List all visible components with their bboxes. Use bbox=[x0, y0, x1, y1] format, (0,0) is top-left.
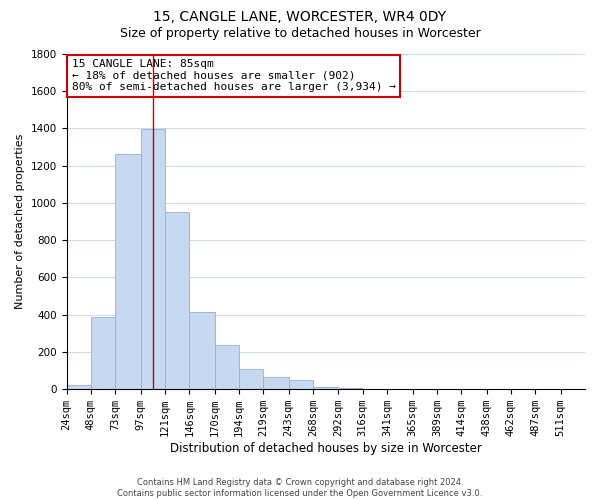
Bar bbox=[165, 212, 189, 389]
Bar bbox=[91, 316, 115, 389]
Bar bbox=[67, 384, 91, 389]
Y-axis label: Number of detached properties: Number of detached properties bbox=[15, 134, 25, 310]
Bar bbox=[215, 346, 239, 389]
Bar bbox=[140, 130, 165, 389]
Bar bbox=[263, 376, 289, 389]
Bar bbox=[313, 388, 338, 389]
X-axis label: Distribution of detached houses by size in Worcester: Distribution of detached houses by size … bbox=[170, 442, 482, 455]
Bar bbox=[239, 368, 263, 389]
Text: 15, CANGLE LANE, WORCESTER, WR4 0DY: 15, CANGLE LANE, WORCESTER, WR4 0DY bbox=[154, 10, 446, 24]
Bar bbox=[115, 154, 140, 389]
Bar bbox=[189, 312, 215, 389]
Text: 15 CANGLE LANE: 85sqm
← 18% of detached houses are smaller (902)
80% of semi-det: 15 CANGLE LANE: 85sqm ← 18% of detached … bbox=[72, 59, 396, 92]
Text: Contains HM Land Registry data © Crown copyright and database right 2024.
Contai: Contains HM Land Registry data © Crown c… bbox=[118, 478, 482, 498]
Bar bbox=[289, 380, 313, 389]
Text: Size of property relative to detached houses in Worcester: Size of property relative to detached ho… bbox=[119, 28, 481, 40]
Bar bbox=[338, 388, 363, 389]
